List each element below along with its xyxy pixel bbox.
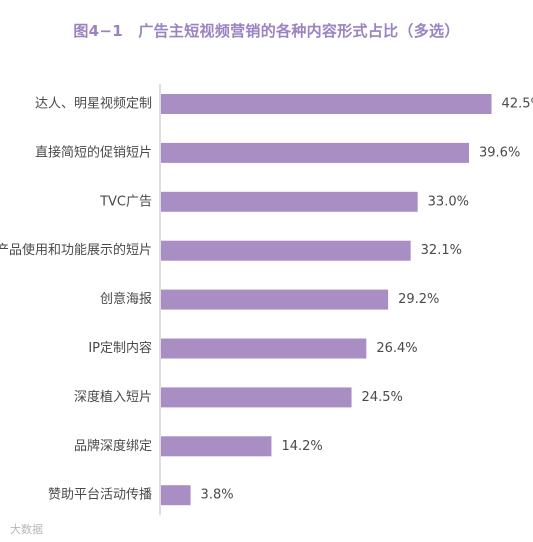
bars-group — [161, 94, 492, 506]
category-label-9: 赞助平台活动传播 — [48, 488, 152, 503]
bar-5 — [161, 289, 389, 310]
category-label-7: 深度植入短片 — [74, 389, 152, 405]
value-label-7: 24.5% — [362, 390, 403, 405]
value-label-5: 29.2% — [398, 292, 439, 307]
bar-3 — [161, 191, 418, 212]
value-label-8: 14.2% — [281, 439, 322, 454]
value-label-1: 42.5% — [502, 97, 533, 112]
value-labels-group: 42.5% 39.6% 33.0% 32.1% 29.2% 26.4% 24.5% 14.2%… — [201, 97, 533, 503]
value-label-9: 3.8% — [201, 488, 234, 503]
category-label-5: 创意海报 — [100, 291, 152, 307]
value-label-6: 26.4% — [376, 341, 417, 356]
watermark-text: 大数据 — [10, 523, 43, 536]
category-label-1: 达人、明星视频定制 — [35, 97, 152, 112]
bar-2 — [161, 142, 469, 163]
bar-4 — [161, 240, 411, 261]
bar-1 — [161, 94, 492, 114]
category-label-6: IP定制内容 — [88, 340, 152, 356]
chart-title: 图4−1 广告主短视频营销的各种内容形式占比（多选） — [73, 22, 460, 40]
value-label-4: 32.1% — [421, 243, 462, 258]
value-label-3: 33.0% — [428, 194, 469, 209]
category-label-2: 直接简短的促销短片 — [35, 144, 152, 160]
bar-7 — [161, 387, 352, 408]
category-label-3: TVC广告 — [99, 194, 152, 209]
category-label-4: 产品使用和功能展示的短片 — [0, 242, 152, 258]
bar-6 — [161, 338, 367, 359]
category-label-8: 品牌深度绑定 — [74, 438, 152, 454]
value-label-2: 39.6% — [479, 145, 520, 160]
bar-8 — [161, 436, 272, 457]
bar-9 — [161, 485, 191, 506]
